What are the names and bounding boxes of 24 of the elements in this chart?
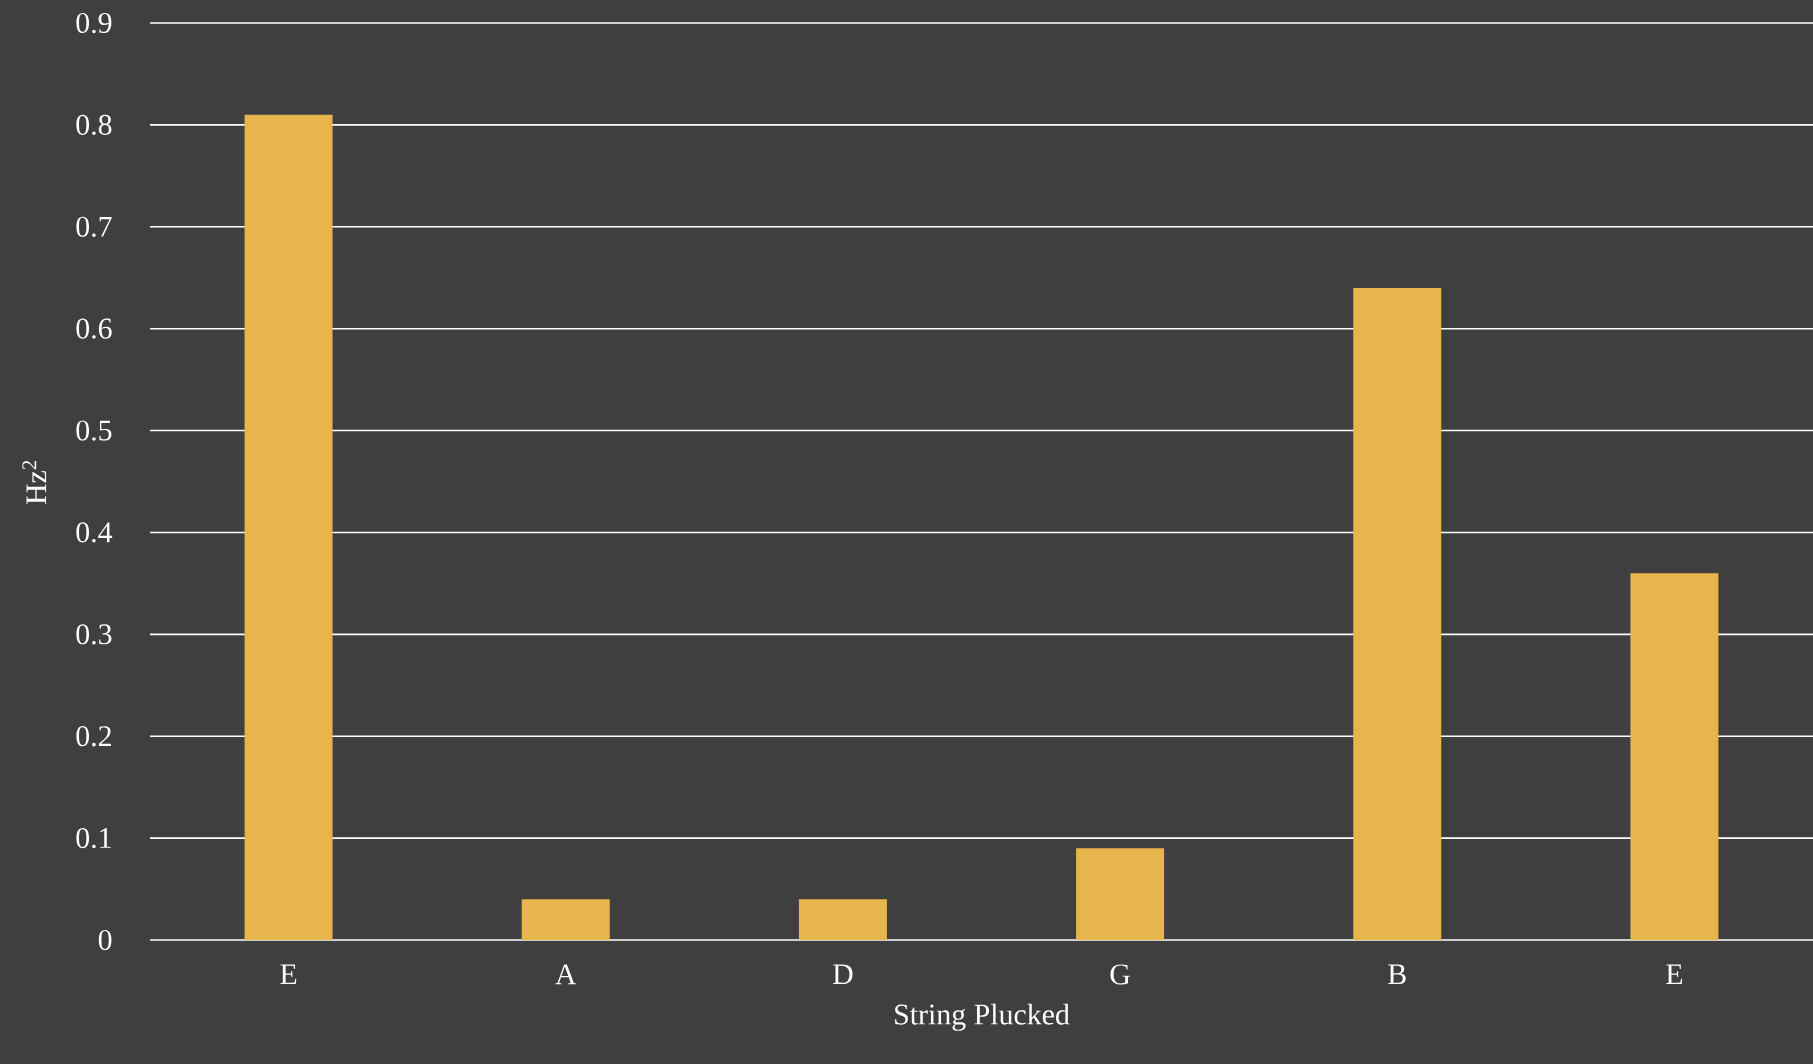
bar [1076, 848, 1165, 941]
y-tick-label: 0.5 [76, 420, 112, 441]
y-tick-label: 0.4 [76, 522, 113, 543]
x-tick-label: E [280, 964, 297, 984]
bar [1353, 287, 1442, 941]
y-tick-label: 0.9 [76, 12, 112, 34]
y-axis-title: Hz$^{2}$ [22, 460, 47, 505]
y-tick-label: 0.7 [76, 216, 112, 237]
x-tick-label: G [1110, 964, 1130, 985]
bar [521, 899, 610, 941]
x-tick-label: D [833, 964, 853, 985]
y-tick-label: 0.8 [76, 114, 112, 136]
y-tick-label: 0.2 [76, 726, 111, 747]
y-tick-label: 0 [98, 929, 112, 951]
y-tick-label: 0.6 [76, 318, 112, 339]
x-tick-label: E [1666, 964, 1683, 984]
bar [798, 899, 887, 941]
x-tick-label: B [1388, 964, 1406, 985]
bar [244, 114, 333, 941]
bar [1630, 573, 1719, 941]
x-tick-label: A [555, 964, 577, 985]
x-axis-title: String Plucked [895, 1003, 1070, 1031]
y-tick-label: 0.3 [76, 624, 112, 645]
y-tick-label: 0.1 [76, 828, 111, 849]
